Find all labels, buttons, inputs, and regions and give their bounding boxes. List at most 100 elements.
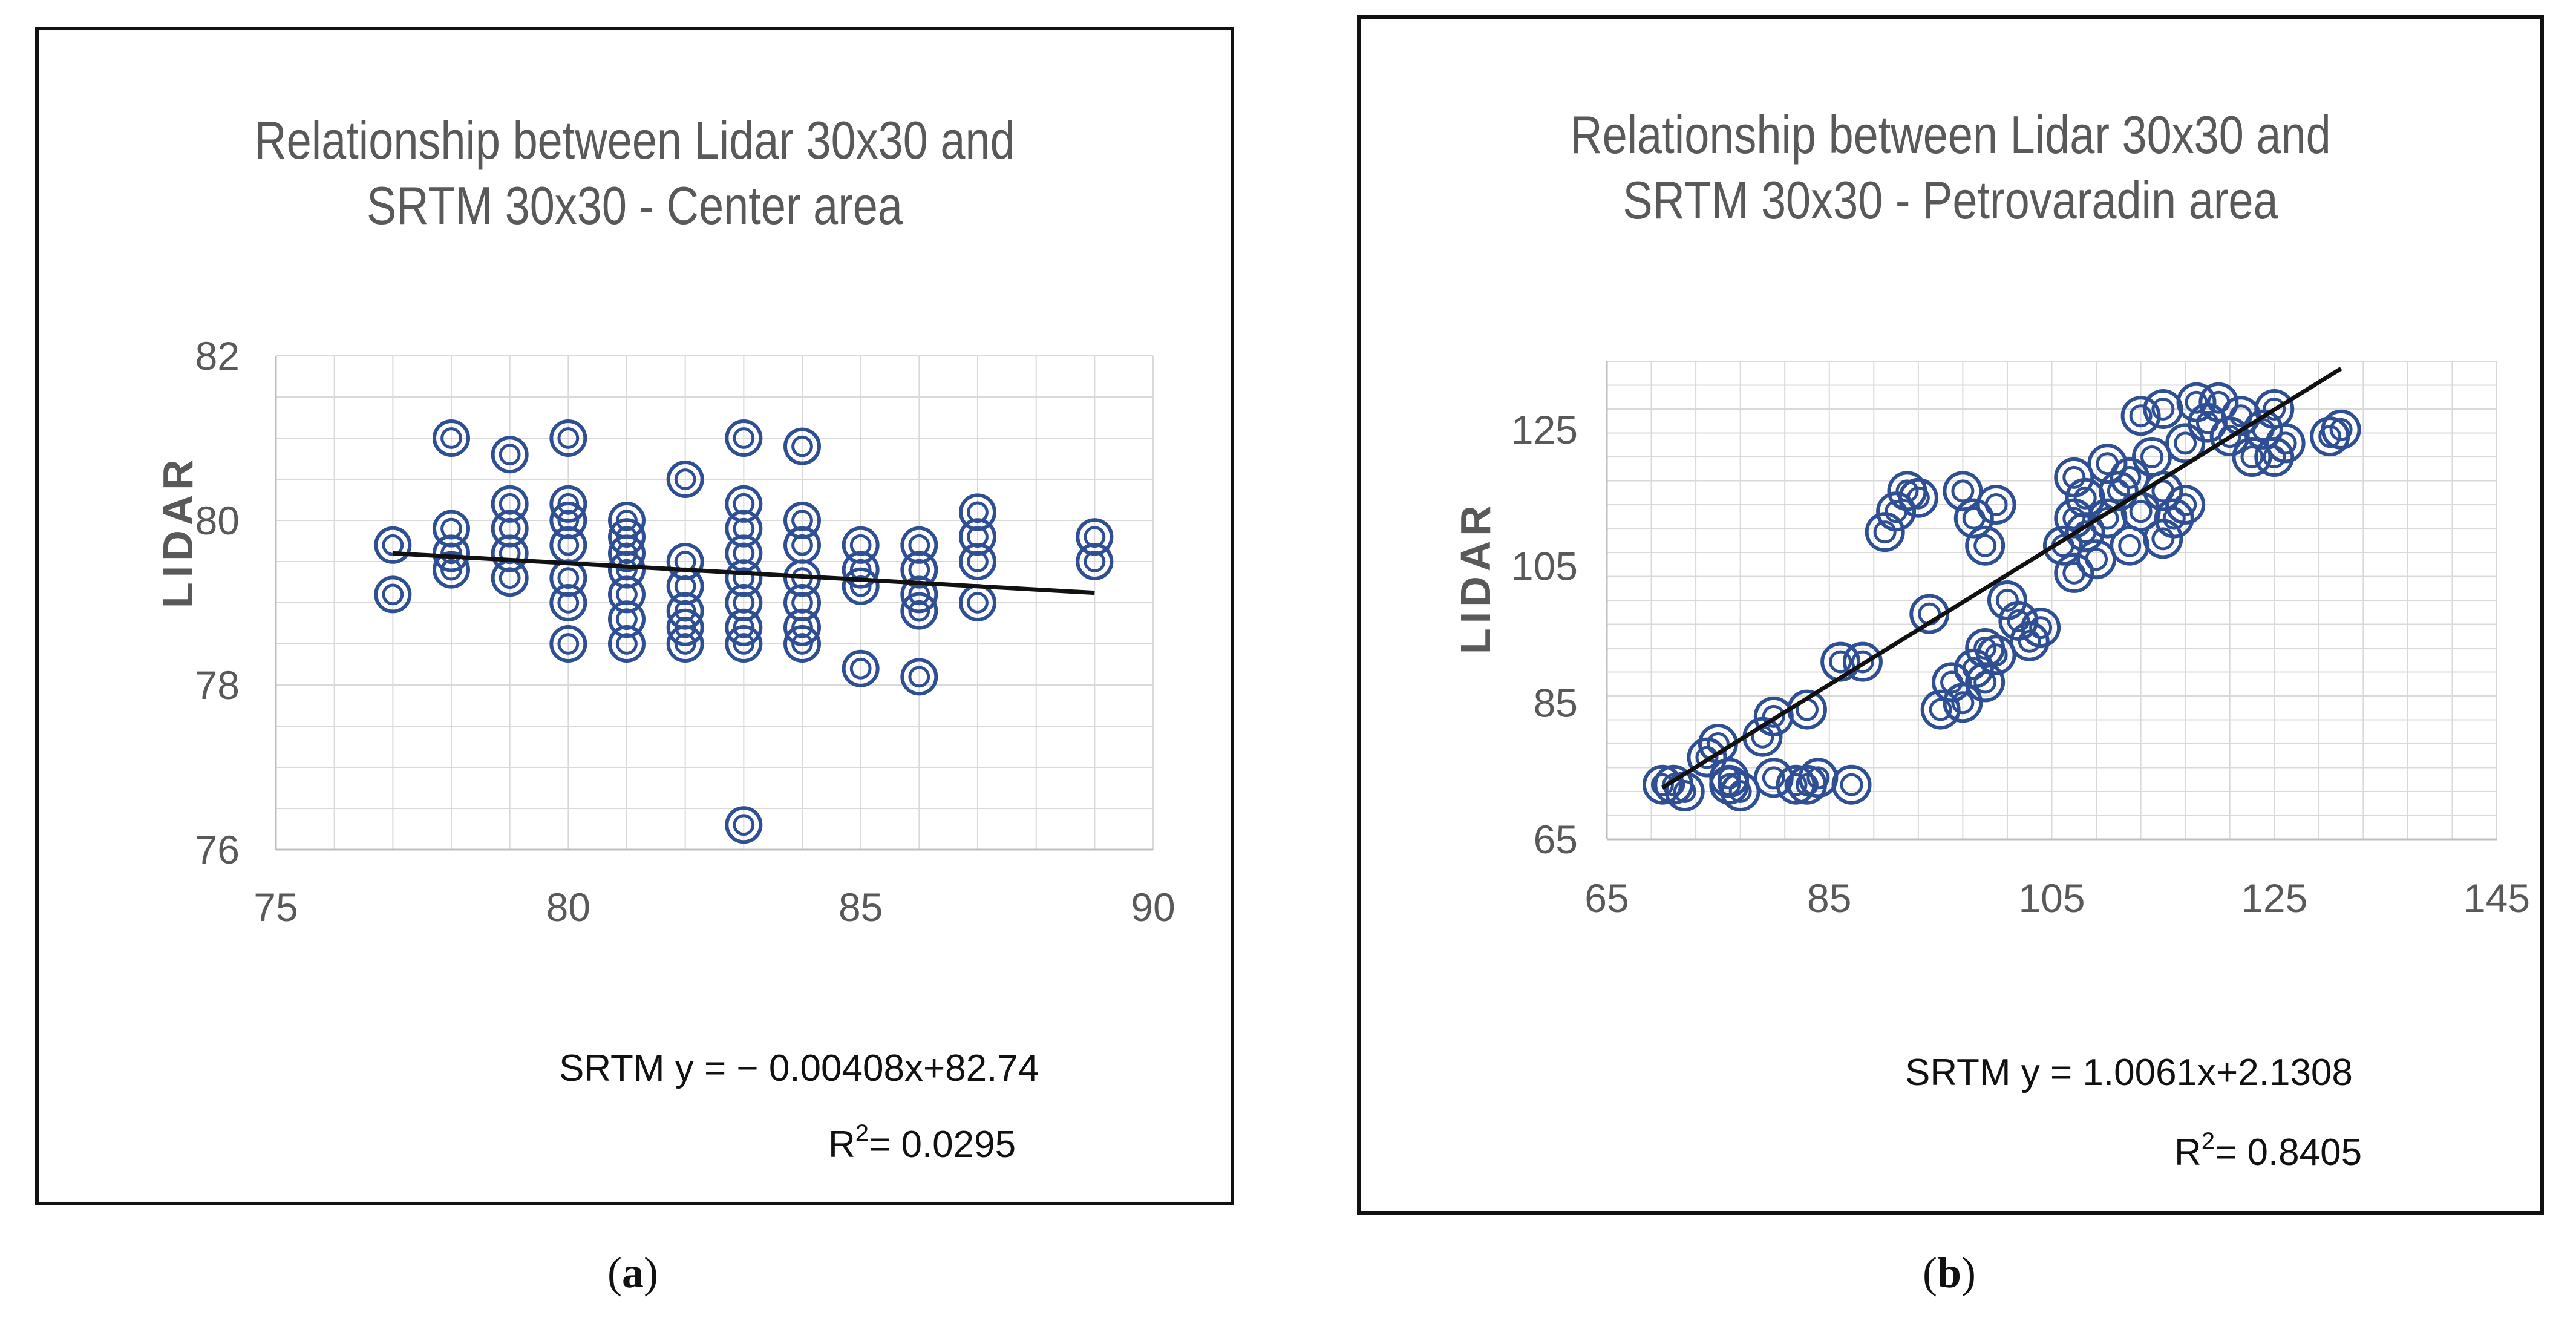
- data-point-outer-ring: [2165, 485, 2206, 525]
- data-point-outer-ring: [725, 806, 763, 844]
- data-point-inner-ring: [908, 600, 930, 622]
- trendline: [1661, 367, 2342, 790]
- chart-title-line1: Relationship between Lidar 30x30 and: [1570, 105, 2331, 165]
- data-point-outer-ring: [1943, 471, 1983, 511]
- data-point-outer-ring: [1943, 683, 1983, 723]
- data-point: [1976, 485, 2016, 525]
- data-point-outer-ring: [2265, 423, 2306, 464]
- data-point-outer-ring: [2065, 512, 2105, 552]
- data-point-inner-ring: [1784, 773, 1808, 796]
- data-point-outer-ring: [725, 625, 763, 663]
- y-tick-label: 80: [195, 498, 240, 543]
- data-point-inner-ring: [733, 427, 755, 449]
- data-point-inner-ring: [2062, 465, 2086, 489]
- r-squared-superscript: 2: [2201, 1128, 2215, 1155]
- data-point-inner-ring: [2029, 616, 2053, 640]
- data-point-outer-ring: [433, 551, 470, 589]
- data-point-outer-ring: [725, 510, 763, 548]
- data-point: [549, 584, 587, 621]
- data-point-outer-ring: [491, 510, 529, 548]
- data-point-outer-ring: [608, 625, 646, 663]
- data-point: [433, 534, 470, 572]
- data-point: [2021, 608, 2061, 648]
- r-squared-superscript: 2: [855, 1120, 869, 1147]
- data-point: [2254, 437, 2295, 477]
- chart-title: Relationship between Lidar 30x30 and SRT…: [1455, 102, 2446, 233]
- data-point-inner-ring: [557, 493, 580, 515]
- data-point-outer-ring: [2076, 539, 2117, 580]
- data-point-inner-ring: [1084, 551, 1106, 572]
- data-point-inner-ring: [382, 583, 404, 606]
- r-squared: R2= 0.0295: [828, 1120, 1016, 1166]
- data-point-inner-ring: [2118, 534, 2142, 557]
- data-point-inner-ring: [674, 633, 696, 655]
- data-point-outer-ring: [1642, 764, 1682, 805]
- data-point-inner-ring: [557, 633, 580, 655]
- data-point-inner-ring: [2263, 445, 2286, 468]
- data-point-inner-ring: [499, 444, 521, 466]
- data-point-inner-ring: [1973, 534, 1997, 557]
- data-point-inner-ring: [1973, 637, 1997, 660]
- data-point-inner-ring: [2129, 404, 2153, 428]
- data-point-outer-ring: [900, 658, 938, 696]
- data-point-outer-ring: [1898, 477, 1938, 518]
- data-point-inner-ring: [1895, 479, 1919, 503]
- data-point-inner-ring: [791, 534, 813, 556]
- data-point: [491, 436, 529, 474]
- data-point-outer-ring: [608, 551, 646, 589]
- data-point-inner-ring: [1650, 773, 1674, 796]
- data-point-outer-ring: [2042, 525, 2083, 566]
- data-point-inner-ring: [2174, 431, 2197, 455]
- data-point: [1076, 543, 1114, 580]
- data-point-inner-ring: [2185, 390, 2208, 414]
- data-point-outer-ring: [608, 534, 646, 572]
- data-point-outer-ring: [842, 649, 880, 687]
- data-point-outer-ring: [842, 551, 880, 589]
- regression-equation: SRTM y = 1.0061x+2.1308: [1905, 1052, 2353, 1093]
- data-point-inner-ring: [2007, 609, 2030, 632]
- data-point: [900, 658, 938, 696]
- y-tick-label: 76: [195, 827, 240, 872]
- data-point-outer-ring: [725, 584, 763, 621]
- x-tick-label: 65: [1584, 876, 1629, 920]
- data-point-inner-ring: [557, 534, 580, 556]
- data-point: [1776, 764, 1816, 805]
- scatter-plot-petrovaradin: 65 85 105 125 145 65 85 105 125: [1511, 361, 2530, 920]
- data-point: [1976, 635, 2016, 675]
- data-point-inner-ring: [2329, 418, 2353, 441]
- data-point: [1898, 477, 1938, 518]
- data-point: [725, 625, 763, 663]
- data-point-outer-ring: [1720, 772, 1760, 811]
- data-point-outer-ring: [1976, 635, 2016, 675]
- data-point: [725, 419, 763, 457]
- data-point-outer-ring: [374, 526, 412, 564]
- data-point: [2232, 437, 2272, 477]
- data-point: [2321, 409, 2361, 450]
- gridlines: [1606, 361, 2497, 840]
- data-point-outer-ring: [725, 608, 763, 646]
- data-point-outer-ring: [2009, 621, 2050, 661]
- y-tick-label: 82: [195, 333, 240, 378]
- data-point-outer-ring: [666, 625, 704, 663]
- data-point: [2265, 423, 2306, 464]
- data-point-outer-ring: [1798, 758, 1839, 798]
- data-point-inner-ring: [2085, 548, 2108, 571]
- data-point-inner-ring: [1840, 773, 1863, 796]
- data-point: [900, 575, 938, 614]
- data-point-outer-ring: [1076, 518, 1114, 556]
- caption-a: (a): [607, 1248, 658, 1297]
- data-point-outer-ring: [1865, 512, 1905, 552]
- data-point-outer-ring: [725, 485, 763, 523]
- chart-title-line2: SRTM 30x30 - Center area: [366, 175, 903, 235]
- x-tick-label: 105: [2018, 876, 2085, 920]
- data-point-inner-ring: [440, 427, 462, 449]
- data-point-inner-ring: [791, 633, 813, 655]
- data-point-outer-ring: [1920, 689, 1961, 730]
- data-point: [2009, 621, 2050, 661]
- data-point: [1687, 737, 1727, 778]
- data-point-outer-ring: [2120, 396, 2161, 436]
- data-point-outer-ring: [2087, 444, 2128, 484]
- data-point-inner-ring: [557, 427, 580, 449]
- data-point: [1920, 689, 1961, 730]
- data-point: [2165, 423, 2206, 464]
